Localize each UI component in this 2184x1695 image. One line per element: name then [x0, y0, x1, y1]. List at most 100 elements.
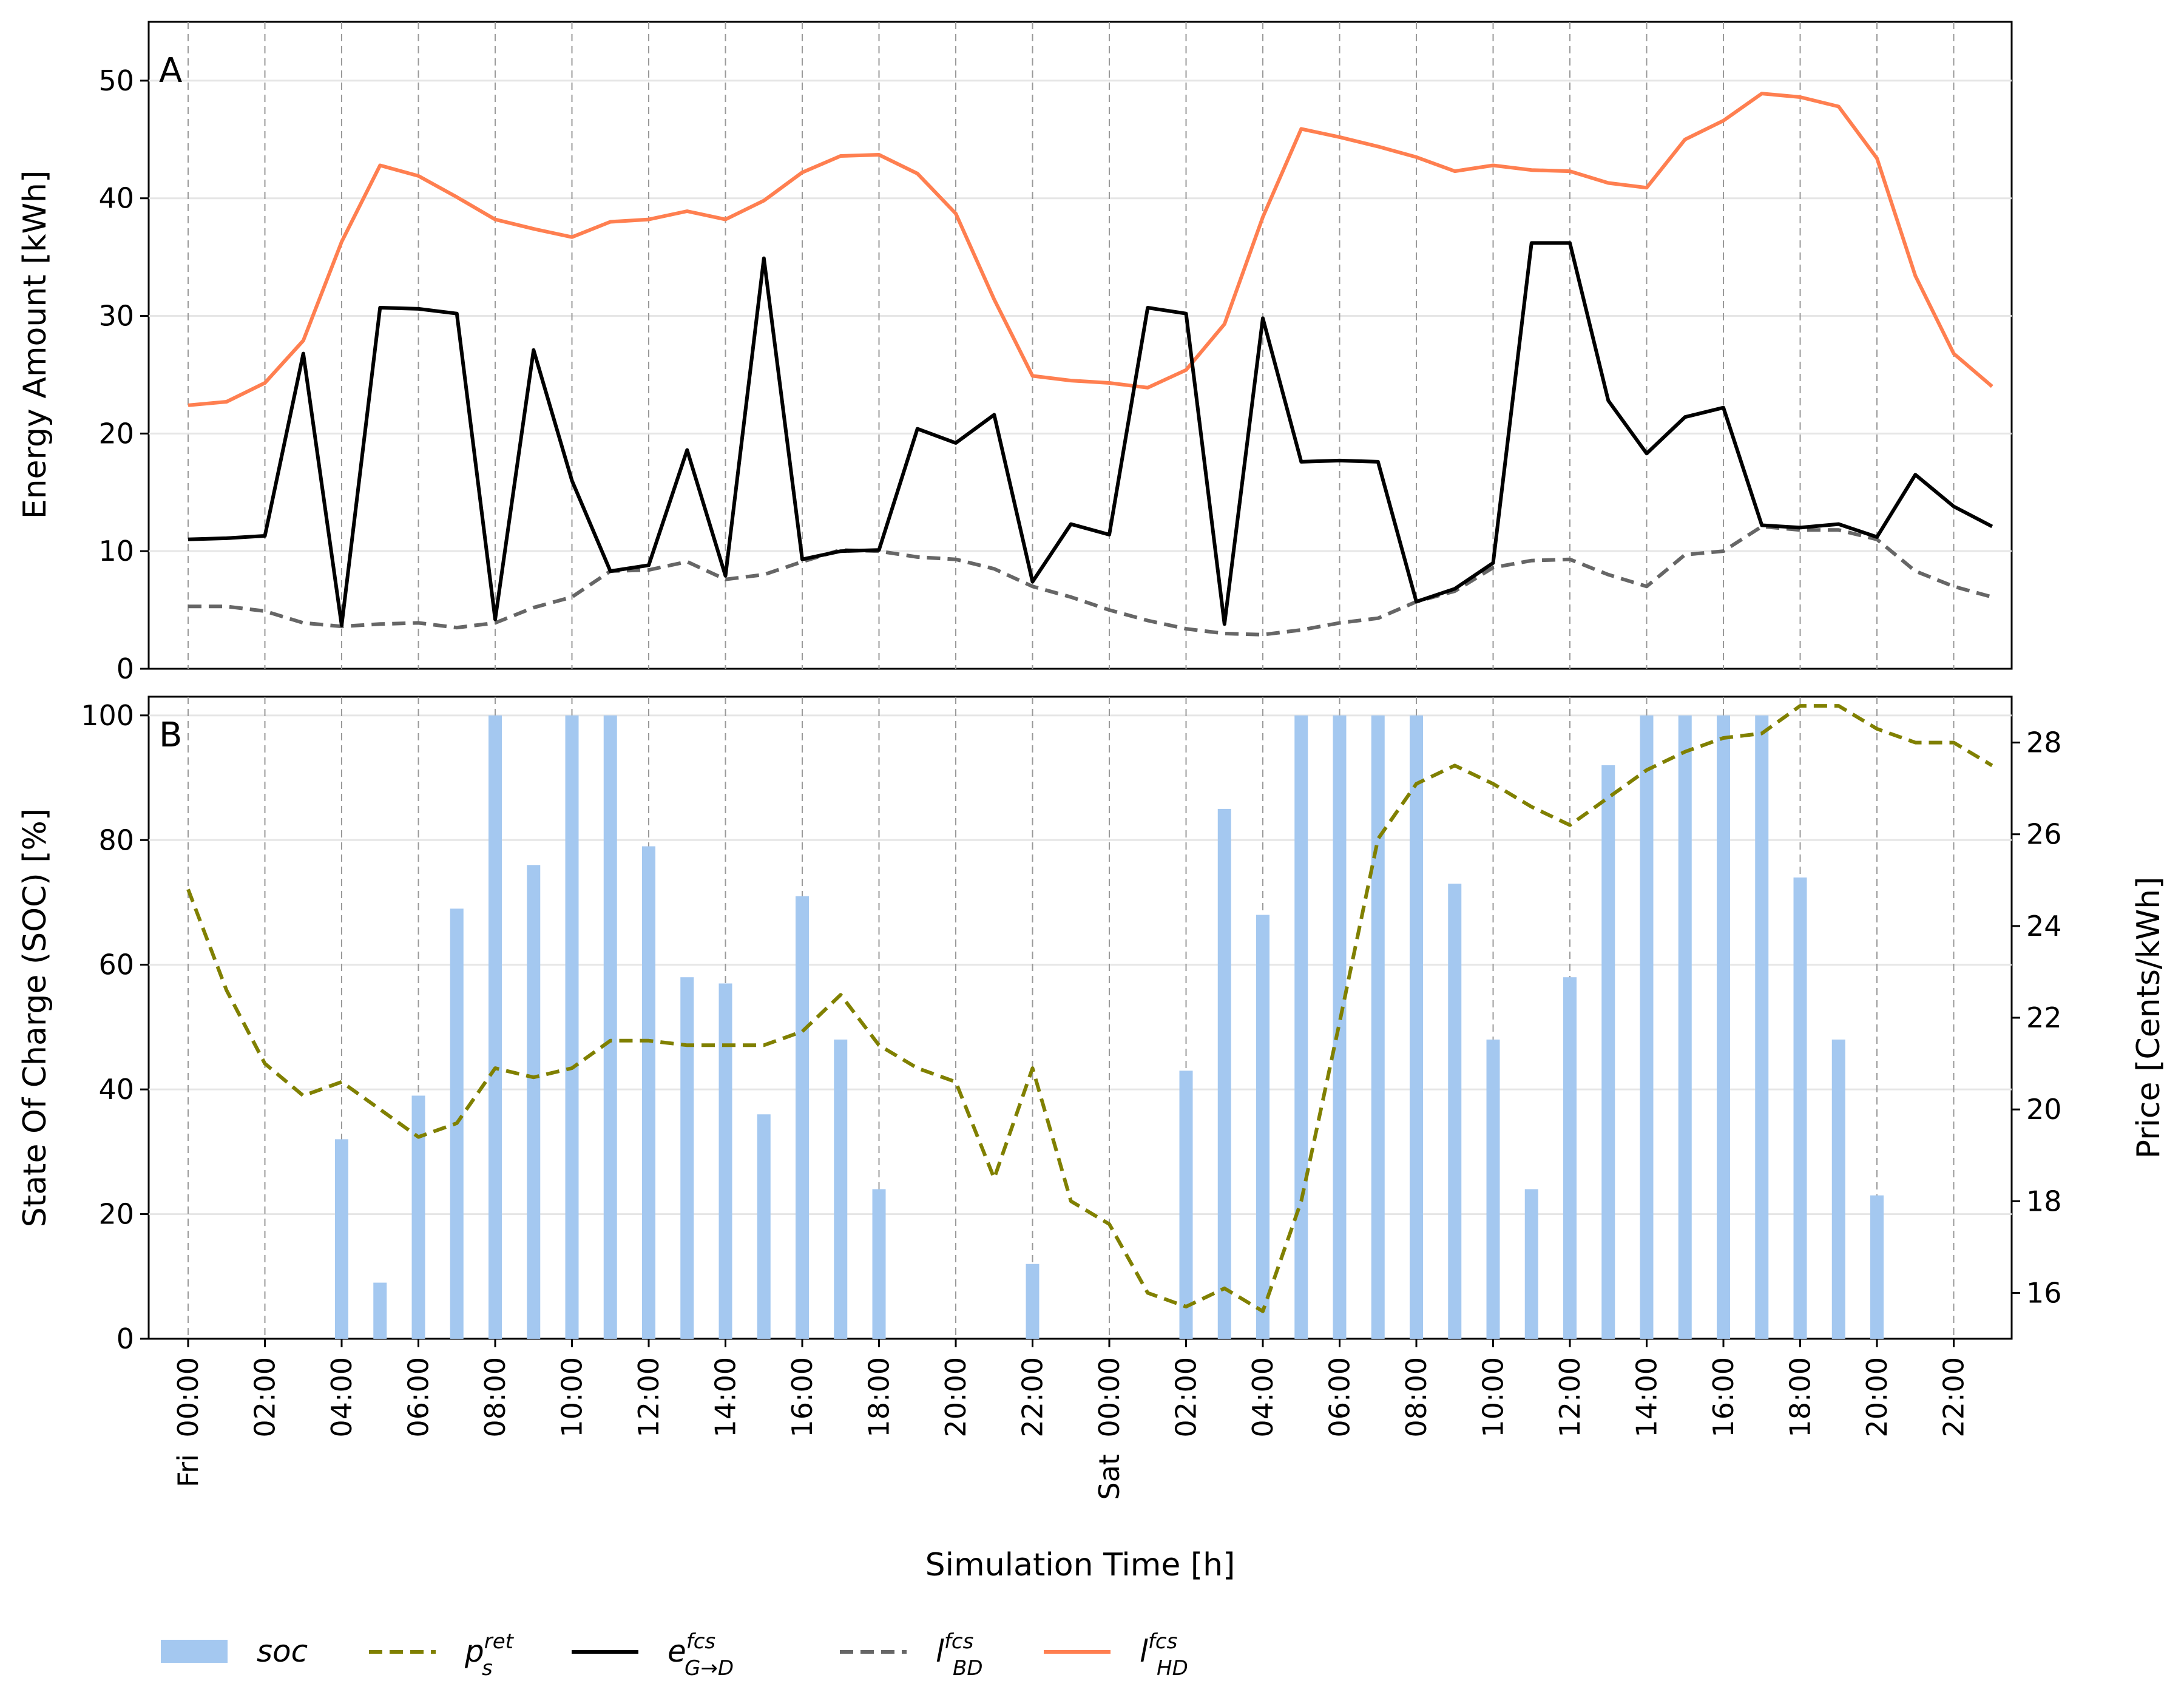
panel-b: 0 20 40 60 80 100 16 18 20 22 24 26 28 00:00 Fri 02:0…	[17, 695, 2167, 1500]
a-ytick-label: 50	[98, 64, 134, 97]
xtick-label: 16:00	[1707, 1357, 1740, 1438]
soc-bar	[834, 1039, 848, 1339]
xtick-label: 08:00	[479, 1357, 512, 1438]
soc-bar	[1678, 715, 1692, 1339]
b-ytick-right-label: 24	[2026, 910, 2062, 942]
panel-b-ylabel: State Of Charge (SOC) [%]	[17, 808, 53, 1227]
soc-bar	[527, 865, 541, 1339]
soc-bar	[757, 1114, 771, 1339]
xtick-day-label: Fri	[172, 1454, 205, 1487]
soc-bar	[1524, 1189, 1538, 1339]
b-ytick-label: 40	[98, 1073, 134, 1106]
panel-a-ylabel: Energy Amount [kWh]	[17, 171, 53, 519]
panel-b-letter: B	[159, 716, 182, 755]
soc-bar	[489, 715, 502, 1339]
b-ytick-right-label: 16	[2026, 1276, 2062, 1309]
legend-label: pret s	[464, 1629, 515, 1680]
xtick-label: 12:00	[632, 1357, 665, 1438]
soc-bar	[373, 1282, 387, 1339]
series-line-lhd	[188, 92, 1993, 407]
series-line-price	[186, 704, 1993, 1313]
soc-bar	[1563, 977, 1577, 1339]
soc-bar	[1793, 877, 1807, 1339]
xtick-label: 02:00	[249, 1357, 282, 1438]
soc-bar	[1448, 884, 1462, 1339]
b-ytick-label: 80	[98, 824, 134, 856]
soc-bar	[1371, 715, 1385, 1339]
legend-item-lhd: lfcs HD	[1044, 1629, 1188, 1680]
panel-a-letter: A	[159, 51, 182, 90]
a-ytick-label: 0	[117, 652, 134, 685]
xtick-label: 06:00	[1324, 1357, 1356, 1438]
soc-bar	[603, 715, 617, 1339]
soc-bar	[1640, 715, 1654, 1339]
soc-bar	[1026, 1264, 1040, 1339]
soc-bar	[1486, 1039, 1500, 1339]
panel-a-frame	[147, 21, 2013, 670]
legend-item-soc: soc	[161, 1634, 308, 1669]
xtick-label: 02:00	[1170, 1357, 1203, 1438]
xtick-label: 16:00	[786, 1357, 819, 1438]
b-ytick-label: 100	[81, 699, 134, 732]
a-ytick-label: 10	[98, 535, 134, 567]
series-line-lbd	[188, 524, 1993, 637]
soc-bar	[680, 977, 694, 1339]
b-ytick-label: 20	[98, 1198, 134, 1231]
panel-b-frame	[147, 695, 2013, 1340]
xtick-label: 10:00	[1477, 1357, 1510, 1438]
xtick-label: 04:00	[1246, 1357, 1279, 1438]
xtick-label: 22:00	[1938, 1357, 1970, 1438]
soc-bar	[796, 896, 809, 1339]
soc-bar	[1294, 715, 1308, 1339]
xtick-label: 20:00	[939, 1357, 972, 1438]
xtick-day-label: Sat	[1093, 1454, 1126, 1500]
soc-bar	[1256, 915, 1269, 1339]
soc-bar	[1601, 765, 1615, 1339]
b-ytick-label: 0	[117, 1322, 134, 1355]
xtick-label: 08:00	[1400, 1357, 1433, 1438]
legend-label: lfcs BD	[936, 1629, 983, 1680]
xtick-label: 18:00	[863, 1357, 896, 1438]
soc-bar	[1870, 1195, 1884, 1339]
a-ytick-label: 20	[98, 417, 134, 450]
soc-bar	[718, 983, 732, 1339]
legend-item-price: pret s	[369, 1629, 515, 1680]
soc-bar	[1717, 715, 1730, 1339]
legend: soc pret s efcs G→D lfcs BD lfcs HD	[161, 1629, 1188, 1680]
legend-label: efcs G→D	[668, 1629, 734, 1680]
xtick-label: 00:00	[1093, 1357, 1126, 1438]
xtick-label: 12:00	[1553, 1357, 1586, 1438]
b-ytick-right-label: 28	[2026, 726, 2062, 759]
soc-bar	[1217, 808, 1231, 1339]
b-ytick-right-label: 20	[2026, 1093, 2062, 1126]
legend-item-e: efcs G→D	[572, 1629, 734, 1680]
a-ytick-label: 40	[98, 182, 134, 215]
soc-bar	[411, 1095, 425, 1339]
xtick-label: 00:00	[172, 1357, 205, 1438]
b-ytick-label: 60	[98, 949, 134, 981]
xtick-label: 14:00	[1631, 1357, 1663, 1438]
soc-bar	[1755, 715, 1769, 1339]
series-line-e	[188, 241, 1993, 628]
soc-bar	[1831, 1039, 1845, 1339]
soc-bar	[872, 1189, 886, 1339]
xtick-label: 20:00	[1861, 1357, 1893, 1438]
xtick-label: 14:00	[709, 1357, 742, 1438]
soc-bar	[1333, 715, 1347, 1339]
legend-label: lfcs HD	[1140, 1629, 1188, 1680]
xtick-label: 06:00	[402, 1357, 435, 1438]
xtick-label: 10:00	[556, 1357, 589, 1438]
a-ytick-label: 30	[98, 300, 134, 333]
legend-item-lbd: lfcs BD	[840, 1629, 983, 1680]
b-ytick-right-label: 22	[2026, 1001, 2062, 1034]
b-ytick-right-label: 26	[2026, 818, 2062, 851]
soc-bar	[335, 1139, 348, 1339]
panel-a: 0 10 20 30 40 50 A Energy Amount [kWh]	[17, 21, 2013, 685]
soc-bar	[1410, 715, 1423, 1339]
b-ytick-right-label: 18	[2026, 1185, 2062, 1217]
xtick-label: 04:00	[325, 1357, 358, 1438]
soc-bar	[565, 715, 579, 1339]
x-axis-title: Simulation Time [h]	[925, 1547, 1236, 1583]
panel-b-ylabel-right: Price [Cents/kWh]	[2131, 877, 2167, 1159]
